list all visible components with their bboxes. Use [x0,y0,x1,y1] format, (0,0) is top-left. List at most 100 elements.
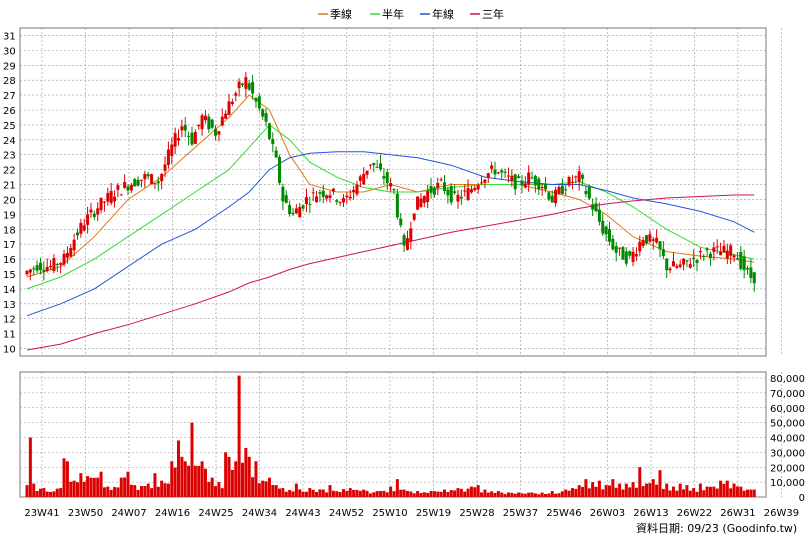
volume-bar [432,491,436,497]
candle-body [412,213,416,220]
volume-bar [62,458,66,497]
candle-body [392,189,396,191]
volume-tick-label: 60,000 [770,404,805,415]
volume-bar [705,486,709,497]
volume-bar [682,489,686,497]
candle-body [601,220,605,234]
candle-body [547,192,551,200]
volume-bar [409,491,413,497]
candle-body [506,175,510,177]
candle-body [678,264,682,267]
price-tick-label: 20 [3,195,16,206]
volume-bar [533,493,537,497]
candle-body [96,208,100,215]
volume-axis: 0 10,000 20,000 30,000 40,000 50,000 60,000 70,… [770,374,805,504]
candle-body [190,132,194,145]
volume-bar [466,488,470,497]
candle-body [530,177,534,179]
volume-bar [392,491,396,497]
x-axis: 23W41 23W50 24W07 24W16 24W25 24W34 24W43 24W52… [24,508,799,519]
volume-bar [742,490,746,497]
volume-bar [251,477,255,497]
volume-bar [274,485,278,497]
candle-body [594,203,598,212]
volume-bar [567,490,571,497]
volume-bar [217,482,221,497]
candle-body [577,171,581,182]
candle-body [210,119,214,128]
candle-body [170,144,174,156]
volume-bar [456,488,460,497]
volume-bar [722,483,726,497]
volume-bar [426,492,430,497]
candle-body [109,191,113,203]
candle-body [173,133,177,147]
volume-bar [59,488,63,497]
candle-body [439,179,443,181]
candle-body [668,268,672,271]
volume-bar [597,480,601,497]
volume-bar [72,480,76,497]
volume-bar [483,489,487,497]
candle-body [574,176,578,178]
volume-bar [267,477,271,497]
candle-body [362,173,366,185]
volume-bar [49,492,53,497]
candle-body [698,251,702,253]
candle-body [92,213,96,218]
candle-body [102,201,106,203]
candle-body [459,196,463,199]
volume-bar [291,491,295,497]
candle-body [416,196,420,210]
candle-body [517,176,521,179]
volume-bar [372,492,376,497]
candle-body [345,195,349,198]
legend-label: 年線 [432,7,454,21]
volume-bar [607,485,611,497]
candle-body [443,182,447,192]
candle-body [301,205,305,209]
volume-bar [207,481,211,497]
volume-bar [746,489,750,497]
volume-bar [35,490,39,497]
candle-body [476,185,480,190]
candle-body [658,241,662,250]
volume-bar [601,489,605,497]
candle-body [372,162,376,166]
candle-body [38,262,42,271]
volume-bar [574,488,578,497]
volume-bar [493,492,497,497]
candle-body [453,191,457,193]
candle-body [257,96,261,109]
candle-body [486,173,490,178]
candle-body [513,174,517,190]
ma-line [26,94,755,278]
candle-body [648,234,652,242]
candle-body [291,212,295,215]
candle-body [365,170,369,175]
volume-bar [544,494,548,497]
candle-body [665,258,669,271]
volume-bar [109,489,113,497]
volume-bar [197,465,201,497]
volume-bar [570,488,574,497]
candle-body [692,257,696,260]
volume-bar [405,491,409,497]
volume-bar [604,485,608,497]
volume-bar [183,461,187,497]
candle-body [123,181,127,188]
candle-body [500,170,504,173]
candle-body [234,93,238,96]
volume-bar [335,491,339,497]
volume-bar [503,494,507,497]
volume-bar [628,487,632,497]
grid-lines [20,28,782,498]
volume-bar [136,489,140,497]
volume-bar [480,492,484,497]
volume-bar [469,486,473,497]
volume-bar [331,490,335,497]
volume-bar [203,468,207,497]
volume-bar [244,447,248,497]
candle-body [722,245,726,253]
volume-bar [587,488,591,497]
